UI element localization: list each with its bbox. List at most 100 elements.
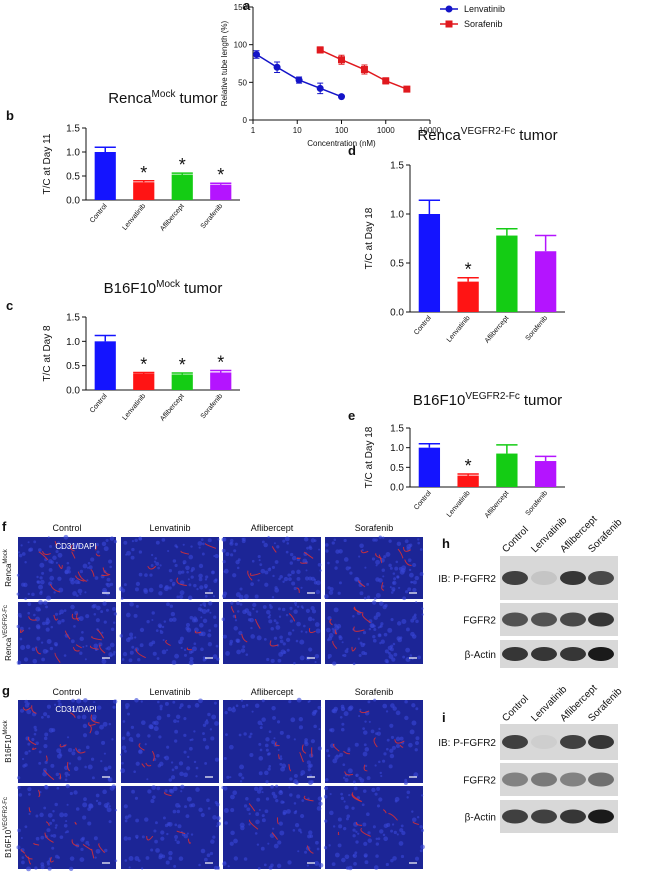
vessel [89, 724, 92, 734]
nucleus [27, 702, 30, 705]
nucleus [127, 712, 131, 716]
nucleus [248, 735, 252, 739]
nucleus [66, 566, 71, 571]
bar [534, 251, 557, 312]
nucleus [155, 629, 159, 632]
nucleus [277, 607, 281, 611]
nucleus [233, 626, 239, 631]
nucleus [415, 619, 419, 624]
nucleus [134, 636, 137, 639]
nucleus [405, 590, 409, 594]
significance-marker: * [217, 165, 224, 185]
nucleus [282, 539, 286, 543]
nucleus [66, 545, 71, 549]
nucleus [315, 580, 321, 586]
nucleus [50, 763, 55, 768]
nucleus [152, 795, 156, 799]
nucleus [17, 776, 21, 780]
nucleus [191, 566, 195, 571]
nucleus [35, 741, 39, 745]
nucleus [71, 698, 75, 703]
nucleus [87, 844, 90, 847]
point [360, 66, 368, 74]
title-main: B16F10 [413, 392, 466, 409]
nucleus [341, 722, 345, 726]
x-tick-label: 1 [251, 126, 256, 135]
nucleus [414, 740, 420, 746]
nucleus [16, 845, 21, 850]
blot-band [531, 612, 557, 627]
nucleus [366, 812, 370, 817]
nucleus [383, 752, 387, 756]
nucleus [85, 614, 90, 619]
nucleus [177, 824, 182, 829]
nucleus [183, 733, 187, 737]
nucleus [210, 839, 215, 844]
nucleus [213, 865, 218, 870]
nucleus [195, 766, 199, 770]
nucleus [161, 649, 167, 655]
nucleus [353, 821, 359, 827]
nucleus [137, 859, 141, 862]
nucleus [51, 728, 56, 733]
nucleus [396, 621, 402, 626]
nucleus [180, 646, 183, 650]
nucleus [291, 581, 296, 586]
nucleus [179, 771, 184, 777]
vessel [186, 647, 192, 651]
nucleus [36, 580, 40, 584]
nucleus [411, 817, 417, 823]
nucleus [293, 738, 296, 741]
nucleus [324, 819, 328, 823]
nucleus [170, 611, 176, 617]
nucleus [166, 649, 169, 652]
blot [500, 603, 618, 636]
nucleus [204, 586, 208, 589]
nucleus [324, 543, 329, 547]
nucleus [35, 836, 40, 841]
nucleus [242, 609, 247, 615]
nucleus [78, 544, 82, 548]
nucleus [71, 751, 76, 756]
nucleus [27, 592, 31, 596]
nucleus [319, 569, 322, 572]
nucleus [254, 832, 258, 835]
nucleus [388, 654, 394, 659]
bar [171, 374, 193, 390]
column-header: Sorafenib [355, 687, 394, 697]
nucleus [76, 698, 82, 704]
vessel [412, 821, 419, 825]
nucleus [389, 753, 395, 759]
nucleus [153, 560, 157, 563]
micrograph [118, 536, 220, 601]
x-tick-label: 100 [335, 126, 349, 135]
blot-band [531, 772, 557, 787]
nucleus [65, 775, 68, 778]
vessel [394, 739, 405, 744]
nucleus [232, 790, 238, 796]
nucleus [406, 790, 411, 795]
nucleus [148, 642, 153, 647]
nucleus [343, 800, 346, 803]
nucleus [214, 721, 219, 726]
vessel [344, 771, 354, 776]
nucleus [213, 623, 218, 628]
vessel [22, 707, 32, 711]
nucleus [308, 830, 313, 835]
nucleus [198, 698, 203, 704]
nucleus [419, 571, 424, 576]
nucleus [376, 804, 381, 808]
nucleus [236, 638, 241, 643]
vessel [90, 714, 100, 724]
nucleus [120, 597, 124, 600]
nucleus [65, 784, 70, 789]
nucleus [272, 574, 275, 578]
nucleus [343, 653, 347, 658]
nucleus [63, 654, 67, 657]
nucleus [176, 809, 181, 814]
nucleus [230, 808, 235, 813]
nucleus [134, 538, 138, 543]
nucleus [91, 714, 97, 720]
nucleus [49, 821, 53, 825]
nucleus [164, 701, 169, 706]
